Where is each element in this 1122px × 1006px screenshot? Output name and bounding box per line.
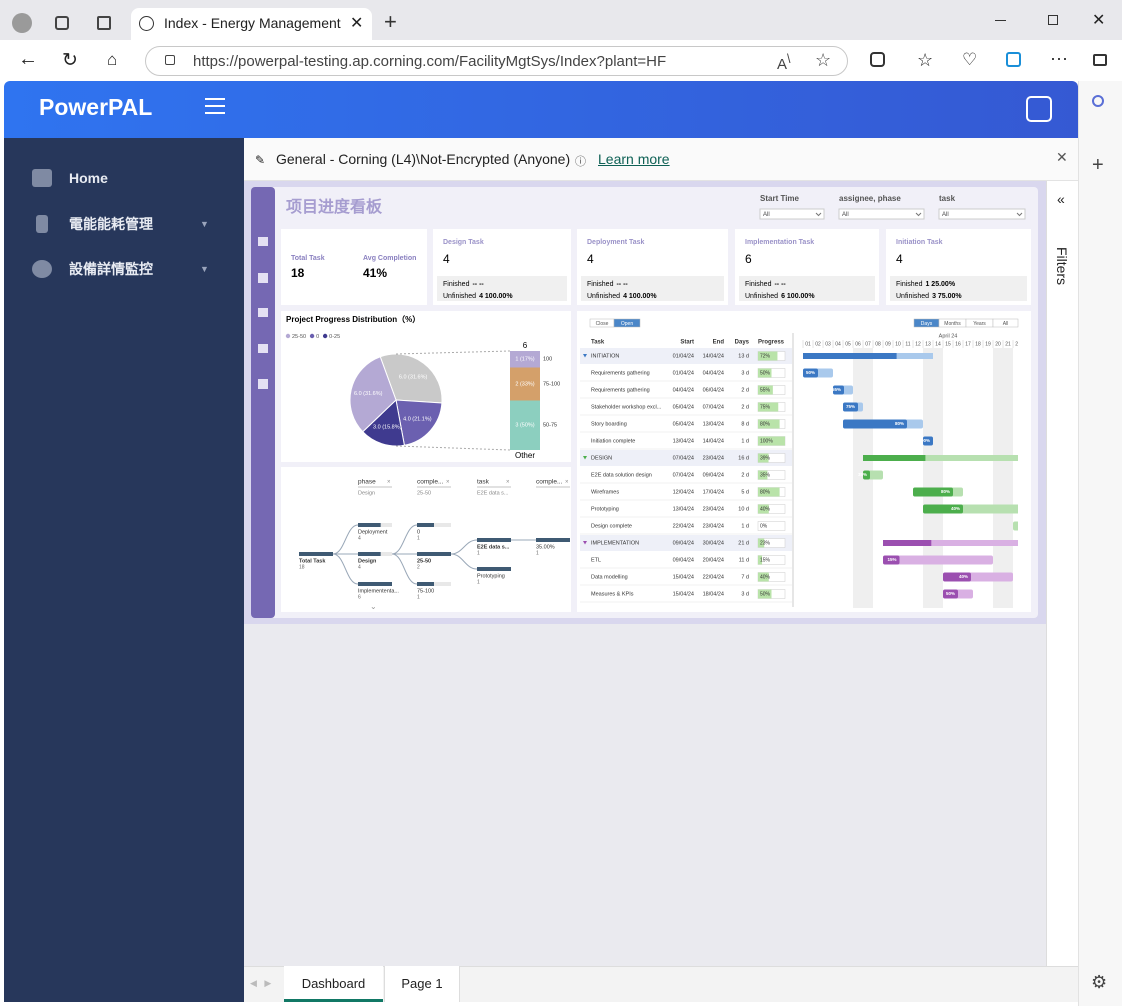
minimize[interactable] <box>995 20 1006 21</box>
tab-scroll[interactable]: ◀ ▶ <box>250 978 272 988</box>
nav-label: 設備詳情監控 <box>69 261 153 277</box>
nav-item[interactable]: Home <box>32 169 108 187</box>
profile-icon[interactable] <box>12 13 32 33</box>
banner-icon: ✎ <box>255 153 266 167</box>
banner-label: General - Corning (L4)\Not-Encrypted (An… <box>276 151 571 167</box>
nav-icon <box>32 169 52 187</box>
report-background <box>244 181 1046 966</box>
search-icon[interactable] <box>1092 95 1104 107</box>
url: https://powerpal-testing.ap.corning.com/… <box>193 53 667 70</box>
settings-icon[interactable]: ⚙ <box>1091 972 1108 992</box>
globe-icon <box>139 16 154 31</box>
nav-item[interactable]: 設備詳情監控 <box>32 259 153 279</box>
close-window[interactable]: ✕ <box>1092 12 1106 29</box>
more[interactable]: ··· <box>1050 48 1068 68</box>
edge-icon[interactable] <box>1006 52 1021 67</box>
home-button[interactable]: ⌂ <box>107 50 118 69</box>
page-tab[interactable]: Page 1 <box>384 966 460 1002</box>
filters-title: Filters <box>1054 246 1070 286</box>
filters-pane[interactable] <box>1046 181 1078 966</box>
active-tab[interactable] <box>131 8 372 40</box>
address-box[interactable] <box>145 46 848 76</box>
learn-more-link[interactable]: Learn more <box>598 151 670 167</box>
nav-label: 電能能耗管理 <box>69 216 153 232</box>
favorite[interactable]: ☆ <box>815 50 832 70</box>
extensions[interactable] <box>870 52 885 67</box>
menu-bar-middle <box>205 105 225 107</box>
browser-side-rail <box>1078 81 1122 1006</box>
lock-icon <box>165 55 175 65</box>
refresh-button[interactable]: ↻ <box>62 50 78 71</box>
banner-close[interactable]: ✕ <box>1056 149 1068 165</box>
decoration: \ <box>787 52 791 66</box>
close-tab[interactable]: ✕ <box>350 15 364 32</box>
nav-caret: ▼ <box>200 219 209 229</box>
info-icon: ⓘ <box>575 156 586 168</box>
brand: PowerPAL <box>39 94 153 120</box>
sensitivity-banner <box>244 138 1078 181</box>
menu-button[interactable] <box>205 98 225 114</box>
browser-essentials[interactable]: ♡ <box>962 50 978 69</box>
back-button[interactable]: ← <box>18 48 38 70</box>
page-tab[interactable]: Dashboard <box>284 966 383 1002</box>
tab-actions-icon[interactable] <box>97 16 111 30</box>
collapse-filters[interactable]: « <box>1057 191 1065 207</box>
language-icon[interactable] <box>1026 96 1052 122</box>
maximize[interactable] <box>1048 15 1058 25</box>
nav-item[interactable]: 電能能耗管理 <box>32 214 153 234</box>
workspaces-icon[interactable] <box>55 16 69 30</box>
nav-label: Home <box>69 170 108 186</box>
nav-icon <box>32 260 52 278</box>
nav-icon <box>36 215 48 233</box>
favorites[interactable]: ☆ <box>917 50 934 70</box>
add-icon[interactable]: + <box>1092 154 1104 176</box>
tab-title: Index - Energy Management Syste <box>164 15 344 31</box>
read-aloud[interactable]: A\ <box>777 52 791 73</box>
new-tab[interactable]: + <box>384 9 397 34</box>
sidebar-toggle[interactable] <box>1093 54 1107 66</box>
page-tabs <box>244 966 1078 1002</box>
app-header <box>4 81 1078 138</box>
nav-caret: ▼ <box>200 264 209 274</box>
side-nav <box>4 138 244 1002</box>
